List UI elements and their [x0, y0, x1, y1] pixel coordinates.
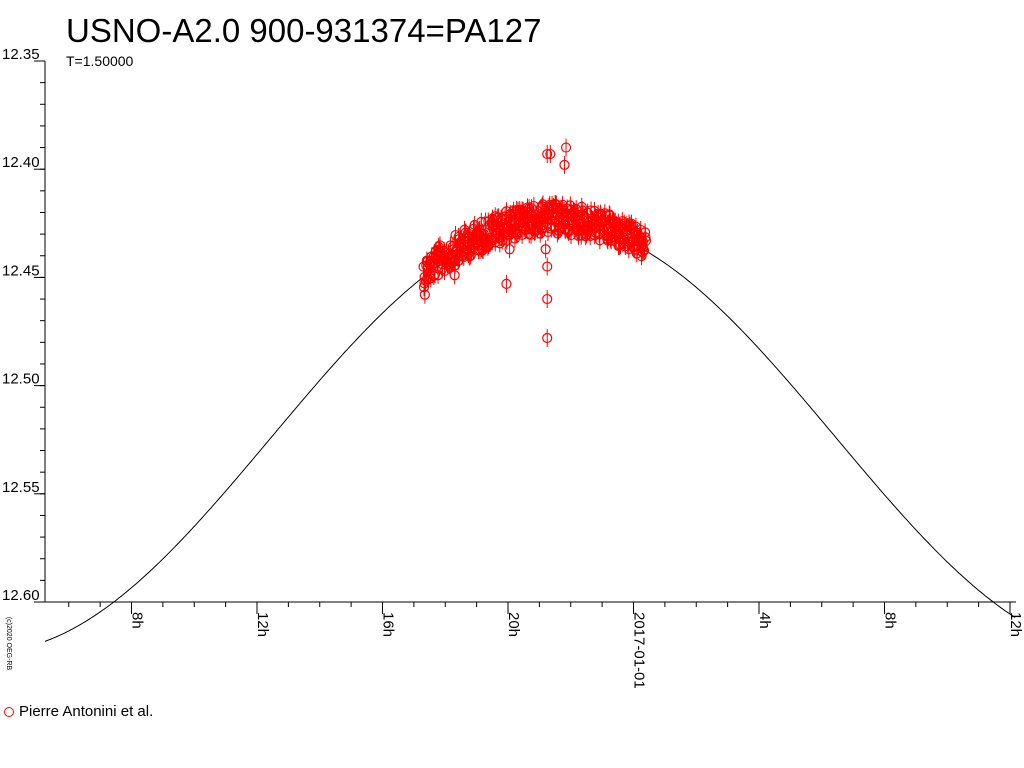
- data-points-layer: [418, 138, 652, 347]
- data-point: [542, 257, 553, 276]
- x-tick-label: 12h: [254, 612, 271, 637]
- axes: 12.35 12.40 12.45 12.50 12.55 12.60 8h 12h 16h 20…: [2, 46, 1024, 689]
- data-point: [540, 240, 551, 259]
- model-curve-layer: [44, 222, 1016, 642]
- chart-title: USNO-A2.0 900-931374=PA127: [66, 12, 542, 49]
- model-curve: [44, 222, 1016, 642]
- x-tick-label: 12h: [1007, 612, 1024, 637]
- data-point: [571, 200, 582, 219]
- chart-subtitle: T=1.50000: [66, 53, 134, 69]
- data-point: [420, 271, 431, 290]
- x-tick-label: 16h: [380, 612, 397, 637]
- x-tick-label: 4h: [756, 612, 773, 629]
- legend: Pierre Antonini et al.: [4, 703, 153, 720]
- data-point: [545, 145, 556, 164]
- data-point: [501, 274, 512, 293]
- data-point: [504, 240, 515, 259]
- y-tick-label: 12.45: [2, 262, 40, 279]
- x-tick-label: 20h: [505, 612, 522, 637]
- legend-label: Pierre Antonini et al.: [19, 703, 154, 720]
- data-point: [559, 155, 570, 174]
- y-tick-label: 12.50: [2, 371, 40, 388]
- data-point: [542, 145, 553, 164]
- data-point: [542, 328, 553, 347]
- x-tick-label: 8h: [129, 612, 146, 629]
- y-tick-label: 12.35: [2, 46, 40, 63]
- data-point: [494, 234, 505, 253]
- y-tick-label: 12.55: [2, 479, 40, 496]
- data-point: [419, 285, 430, 304]
- x-tick-label: 8h: [882, 612, 899, 629]
- x-tick-label: 2017-01-01: [631, 612, 648, 689]
- data-point: [640, 231, 652, 250]
- y-tick-label: 12.60: [2, 587, 40, 604]
- legend-marker-icon: [4, 706, 14, 717]
- data-point: [542, 290, 553, 309]
- data-point: [449, 266, 460, 285]
- y-tick-label: 12.40: [2, 154, 40, 171]
- data-point: [594, 231, 605, 250]
- data-point: [560, 138, 572, 157]
